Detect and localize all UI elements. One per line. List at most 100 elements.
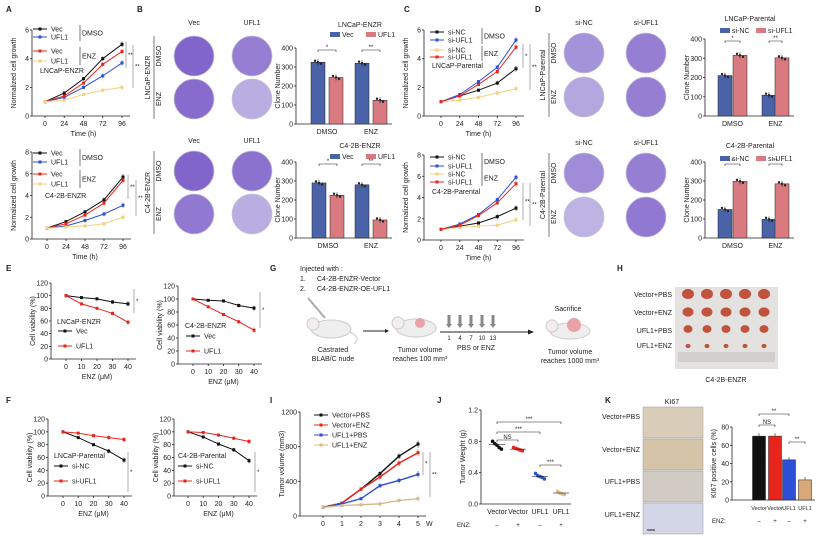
x-tick-label: ENZ <box>364 243 379 250</box>
tumor <box>682 288 694 300</box>
y-tick-label: 100 <box>36 293 48 300</box>
cell-line-label: LNCaP-ENZR <box>57 319 101 326</box>
series-line <box>322 473 419 509</box>
data-point <box>43 100 47 104</box>
legend-swatch <box>720 156 730 161</box>
data-point <box>514 87 518 91</box>
ihc-row-label: UFL1+ENZ <box>605 512 641 519</box>
data-point <box>252 306 256 310</box>
y-tick-label: 6 <box>25 28 29 35</box>
legend-label: si-UFL1 <box>448 180 473 187</box>
x-axis-label: ENZ (μM) <box>208 379 238 386</box>
legend-label: Vec <box>51 27 63 34</box>
y-tick-label: 300 <box>281 65 293 72</box>
data-point <box>495 81 499 85</box>
legend-marker <box>38 59 42 63</box>
xenograft-schematic: Injected with : 1. C4-2B-ENZR-Vector 2. … <box>300 266 600 365</box>
panel-label-f: F <box>6 396 11 405</box>
injection-arrow-icon <box>446 324 452 328</box>
data-point <box>121 203 125 207</box>
injected-item-1-num: 1. <box>300 276 306 283</box>
y-tick-label: 20 <box>163 481 171 488</box>
legend-label: UFL1 <box>378 154 395 161</box>
data-point <box>533 471 538 476</box>
comparison-label: * <box>731 159 734 165</box>
legend-label: si-UFL1 <box>448 164 473 171</box>
bar <box>768 435 782 501</box>
data-point <box>82 77 85 81</box>
group-label: ENZ <box>82 177 97 184</box>
comparison-label: NS <box>763 420 771 426</box>
bar <box>354 184 370 239</box>
data-point <box>514 182 518 186</box>
legend-marker <box>435 180 439 184</box>
injection-day: 4 <box>458 336 462 342</box>
replicate-point <box>735 52 739 56</box>
legend-label: si-NC <box>72 464 90 471</box>
group-label: DMSO <box>82 31 104 38</box>
data-point <box>340 502 344 506</box>
ihc-image <box>642 438 704 471</box>
y-axis-label: Normalized cell growth <box>403 162 410 233</box>
dish-column-label: si-NC <box>575 20 593 27</box>
y-tick-label: 100 <box>163 297 175 304</box>
data-point <box>95 306 99 310</box>
y-tick-label: 200 <box>281 198 293 205</box>
data-point <box>82 85 85 89</box>
comparison-label: *** <box>515 427 523 433</box>
ihc-row-label: Vector+ENZ <box>602 447 641 454</box>
dish-row-label: DMSO <box>551 162 558 184</box>
data-point <box>121 215 125 219</box>
data-point <box>378 472 382 476</box>
legend-marker <box>435 48 439 52</box>
legend-label: UFL1 <box>204 349 221 356</box>
y-tick-label: 80 <box>163 442 171 449</box>
y-tick-label: 8 <box>25 150 29 157</box>
data-point <box>121 178 125 182</box>
comparison-label: ** <box>795 437 800 443</box>
data-point <box>82 93 85 96</box>
legend-marker <box>435 55 439 59</box>
panel-label-k: K <box>605 396 611 405</box>
colony-dish <box>625 196 667 238</box>
colony-dish <box>625 32 667 74</box>
x-tick-label: 96 <box>512 245 520 252</box>
y-axis-label: Cell viability (%) <box>157 300 164 350</box>
chart-j: 0.0 0.4 0.8 1.2 Tumor Weight (g) Vector – Vecto… <box>457 408 571 529</box>
x-tick-label: 10 <box>78 364 86 371</box>
legend-label: Vec <box>51 49 63 56</box>
data-point <box>101 57 105 61</box>
bar <box>732 181 748 239</box>
injected-title: Injected with : <box>300 266 343 273</box>
x-tick-label: 0 <box>45 244 49 251</box>
step2-line2: reaches 100 mm³ <box>393 356 448 363</box>
comparison-bracket <box>317 49 337 52</box>
tumor <box>761 343 767 349</box>
replicate-point <box>783 58 787 61</box>
injection-arrow-icon <box>447 315 451 324</box>
colony-dish <box>173 78 215 120</box>
y-tick-label: 100 <box>690 217 702 224</box>
bar <box>774 57 790 117</box>
legend-marker <box>38 172 42 176</box>
comparison-bracket <box>768 163 783 166</box>
y-tick-label: 400 <box>690 160 702 167</box>
enz-indicator: – <box>787 519 791 525</box>
data-point <box>397 478 401 482</box>
data-point <box>64 222 68 226</box>
tumor <box>704 343 710 349</box>
treatment-label: PBS or ENZ <box>457 345 496 352</box>
legend-marker <box>38 182 42 186</box>
data-point <box>62 98 66 102</box>
y-axis-label: Clone Number <box>684 177 691 223</box>
ihc-image <box>642 406 704 439</box>
x-tick-label: 0 <box>186 501 190 508</box>
legend-label: UFL1 <box>51 35 68 42</box>
x-tick-label: 40 <box>250 369 258 376</box>
tumor <box>723 343 729 349</box>
y-axis-label: Normalized cell growth <box>11 160 18 231</box>
enz-indicator: – <box>757 519 761 525</box>
data-point <box>458 223 462 227</box>
